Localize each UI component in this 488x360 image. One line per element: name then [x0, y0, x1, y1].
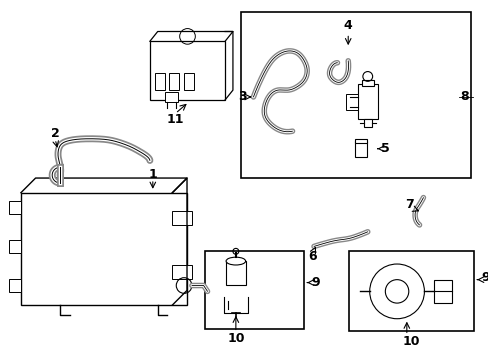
Bar [9, 240, 21, 253]
Text: 9: 9 [311, 276, 320, 289]
Bar [363, 120, 371, 127]
Bar [172, 211, 191, 225]
Bar [172, 265, 191, 279]
Bar [169, 72, 179, 90]
Text: 7: 7 [405, 198, 413, 211]
Bar [361, 80, 373, 86]
Bar [357, 84, 377, 120]
Text: 5: 5 [380, 142, 389, 155]
Bar [9, 279, 21, 292]
Text: 2: 2 [51, 127, 60, 140]
Text: 9: 9 [481, 271, 488, 284]
Text: 10: 10 [402, 335, 420, 348]
Bar [21, 193, 186, 305]
Bar [155, 72, 164, 90]
Bar [354, 141, 366, 157]
Text: 10: 10 [226, 332, 244, 345]
Bar [164, 92, 178, 102]
Bar [9, 201, 21, 214]
Text: 6: 6 [307, 250, 316, 263]
Bar [150, 41, 224, 100]
Bar [346, 94, 357, 110]
Text: 1: 1 [148, 168, 157, 181]
Bar [225, 261, 245, 284]
Bar [240, 12, 470, 178]
Bar [183, 72, 193, 90]
Text: 8: 8 [459, 90, 468, 103]
Text: 4: 4 [343, 19, 352, 32]
Text: 3: 3 [238, 90, 246, 103]
Bar [354, 139, 366, 143]
Ellipse shape [225, 257, 245, 265]
Text: 11: 11 [166, 113, 183, 126]
Bar [433, 280, 451, 303]
Bar [348, 251, 473, 332]
Bar [204, 251, 304, 329]
